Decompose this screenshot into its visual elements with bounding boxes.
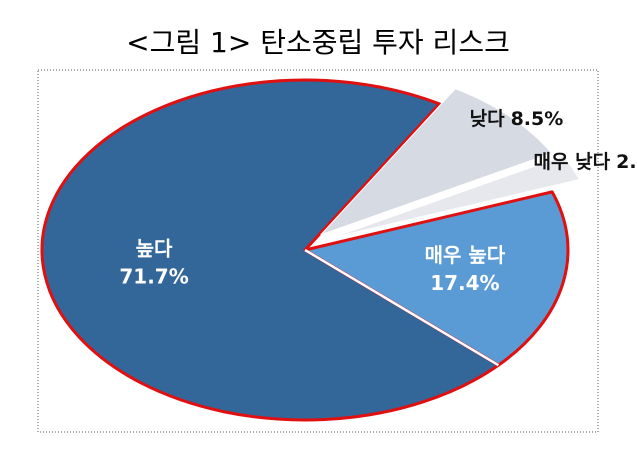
value-label: 8.5% (511, 108, 564, 130)
category-label: 높다 (136, 237, 173, 261)
data-label: 낮다 8.5% (470, 108, 564, 130)
data-label: 매우 낮다2.4% (534, 151, 637, 173)
pie-slice (331, 155, 580, 239)
category-label: 매우 높다 (425, 243, 506, 267)
category-label: 매우 낮다 (534, 151, 611, 173)
pie-slice (320, 88, 553, 236)
category-label: 낮다 (470, 108, 505, 130)
value-label: 2.4% (616, 151, 637, 173)
value-label: 71.7% (119, 265, 188, 289)
value-label: 17.4% (430, 271, 499, 295)
pie-slice (303, 190, 570, 367)
slice-divider (304, 248, 500, 367)
chart-title: <그림 1> 탄소중립 투자 리스크 (126, 26, 510, 59)
pie-slice (40, 78, 500, 422)
frame (37, 69, 599, 433)
